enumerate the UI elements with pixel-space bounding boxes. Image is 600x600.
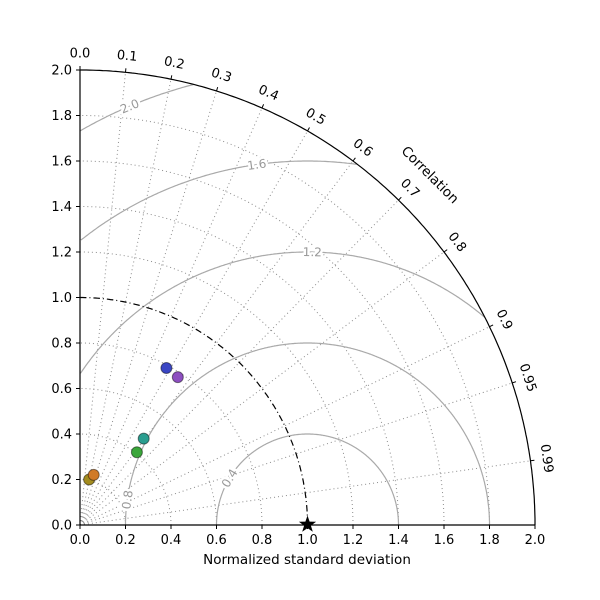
rms-contour (79, 83, 194, 132)
y-axis-tick-label: 1.4 (51, 200, 72, 215)
x-axis-tick-label: 0.8 (252, 533, 273, 548)
x-axis-tick-label: 1.0 (297, 533, 318, 548)
y-axis-tick-label: 0.8 (51, 337, 72, 352)
correlation-tick (261, 104, 265, 109)
chart-layers: 0.40.81.21.62.00.00.00.20.20.40.40.60.60… (51, 47, 555, 548)
reference-std-arc (80, 296, 309, 525)
y-axis-tick-label: 0.2 (51, 473, 72, 488)
correlation-tick-label: 0.5 (303, 105, 328, 128)
rms-contour (80, 251, 486, 374)
y-axis-tick-label: 0.6 (51, 382, 72, 397)
x-axis-tick-label: 0.0 (70, 533, 91, 548)
correlation-tick-label: 0.4 (256, 82, 281, 104)
y-axis-tick-label: 1.2 (51, 246, 72, 261)
x-axis-tick-label: 2.0 (525, 533, 546, 548)
correlation-tick-label: 0.8 (445, 230, 469, 256)
correlation-tick (352, 157, 356, 162)
data-point-purple (171, 371, 184, 384)
correlation-tick (489, 324, 494, 328)
correlation-spoke (79, 107, 263, 526)
x-axis-tick-label: 0.4 (161, 533, 182, 548)
y-axis-tick-label: 1.6 (51, 155, 72, 170)
data-point-teal (137, 432, 150, 445)
correlation-tick-label: 0.3 (209, 65, 233, 86)
y-axis-tick-label: 0.4 (51, 428, 72, 443)
std-grid-arc (80, 251, 354, 525)
correlation-tick-label: 0.2 (163, 54, 186, 73)
data-point-blue (160, 362, 173, 374)
correlation-tick-label: 0.0 (70, 47, 91, 62)
correlation-tick (170, 75, 173, 80)
std-grid-arc (80, 206, 399, 525)
rms-contour (80, 160, 357, 241)
y-axis-tick-label: 1.8 (51, 109, 72, 124)
correlation-spoke (79, 72, 126, 526)
x-axis-tick-label: 0.6 (206, 533, 227, 548)
rms-contour (215, 433, 400, 525)
std-grid-arc (80, 160, 445, 525)
correlation-spoke (79, 326, 490, 526)
correlation-tick-label: 0.1 (116, 48, 138, 65)
rms-contour-label: 1.6 (246, 156, 267, 173)
y-axis-tick-label: 2.0 (51, 64, 72, 79)
x-axis-tick-label: 0.2 (115, 533, 136, 548)
x-axis-tick-label: 1.2 (343, 533, 364, 548)
rms-contour-label: 0.4 (219, 466, 241, 490)
correlation-tick (443, 249, 448, 253)
correlation-tick (398, 196, 402, 201)
correlation-tick (530, 459, 535, 462)
x-axis-tick-label: 1.8 (479, 533, 500, 548)
y-axis-tick-label: 1.0 (51, 291, 72, 306)
correlation-tick (307, 127, 310, 132)
rms-contour (124, 342, 491, 525)
correlation-tick-label: 0.6 (350, 136, 376, 160)
x-axis-tick-label: 1.4 (388, 533, 409, 548)
x-axis-tick-label: 1.6 (434, 533, 455, 548)
correlation-tick-label: 0.9 (493, 307, 516, 332)
rms-contour-label: 2.0 (118, 96, 141, 116)
correlation-tick-label: 0.95 (516, 362, 539, 394)
data-point-green (130, 446, 143, 459)
std-grid-arc (80, 115, 490, 525)
correlation-tick (216, 86, 219, 92)
rms-contour-label: 0.8 (119, 489, 136, 510)
correlation-arc (80, 69, 536, 525)
reference-star-marker (298, 515, 317, 532)
correlation-tick-label: 0.99 (537, 443, 556, 474)
y-axis-tick-label: 0.0 (51, 519, 72, 534)
x-axis-label: Normalized standard deviation (203, 552, 411, 568)
correlation-tick (512, 381, 517, 384)
rms-contour-label: 1.2 (303, 245, 322, 259)
data-point-orange (87, 468, 100, 481)
